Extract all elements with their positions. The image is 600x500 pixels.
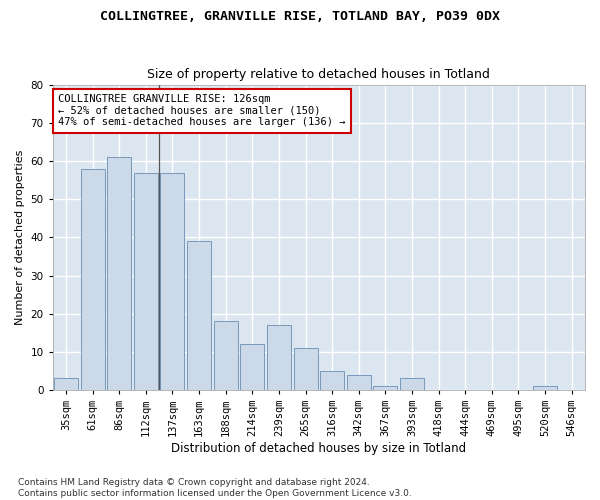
Bar [107, 158, 131, 390]
Bar [267, 325, 291, 390]
Bar [241, 344, 264, 390]
Bar [347, 374, 371, 390]
Text: Contains HM Land Registry data © Crown copyright and database right 2024.
Contai: Contains HM Land Registry data © Crown c… [18, 478, 412, 498]
Bar [373, 386, 397, 390]
X-axis label: Distribution of detached houses by size in Totland: Distribution of detached houses by size … [171, 442, 466, 455]
Bar [54, 378, 78, 390]
Bar [134, 172, 158, 390]
Bar [160, 172, 184, 390]
Bar [320, 371, 344, 390]
Text: COLLINGTREE GRANVILLE RISE: 126sqm
← 52% of detached houses are smaller (150)
47: COLLINGTREE GRANVILLE RISE: 126sqm ← 52%… [58, 94, 346, 128]
Bar [533, 386, 557, 390]
Y-axis label: Number of detached properties: Number of detached properties [15, 150, 25, 325]
Bar [214, 322, 238, 390]
Bar [293, 348, 317, 390]
Bar [187, 241, 211, 390]
Bar [80, 169, 104, 390]
Bar [400, 378, 424, 390]
Text: COLLINGTREE, GRANVILLE RISE, TOTLAND BAY, PO39 0DX: COLLINGTREE, GRANVILLE RISE, TOTLAND BAY… [100, 10, 500, 23]
Title: Size of property relative to detached houses in Totland: Size of property relative to detached ho… [148, 68, 490, 81]
